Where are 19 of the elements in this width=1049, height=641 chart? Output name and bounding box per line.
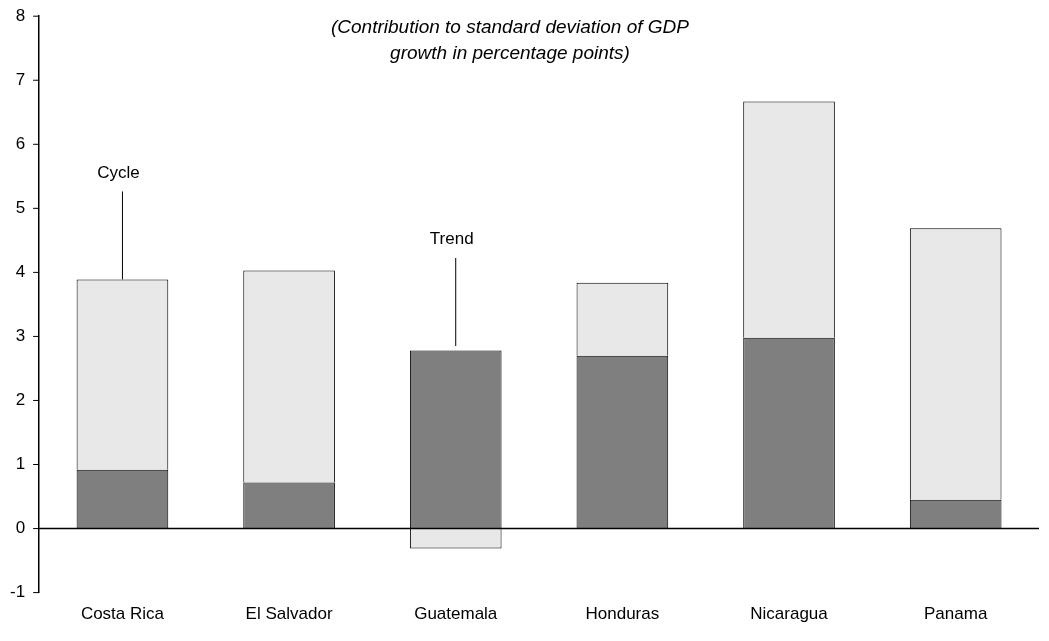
y-tick-label: 3 bbox=[15, 326, 26, 346]
y-tick-label: 2 bbox=[15, 390, 26, 410]
annotation: Cycle bbox=[97, 162, 140, 182]
x-tick-label: Costa Rica bbox=[80, 604, 165, 624]
y-tick-label: 4 bbox=[15, 262, 26, 282]
x-tick-label: Honduras bbox=[585, 604, 660, 624]
y-tick-label: 5 bbox=[15, 198, 26, 218]
x-tick-label: El Salvador bbox=[245, 604, 333, 624]
x-tick-label: Nicaragua bbox=[750, 604, 829, 624]
y-tick-label: 1 bbox=[15, 454, 26, 474]
annotation: Trend bbox=[429, 229, 474, 249]
x-tick-label: Panama bbox=[924, 604, 988, 624]
x-tick-label: Guatemala bbox=[414, 604, 498, 624]
y-tick-label: -1 bbox=[9, 582, 26, 602]
y-tick-label: 6 bbox=[15, 133, 26, 153]
text: (Contribution to standard deviation of GDP growth in percentage points) bbox=[330, 15, 690, 65]
y-tick-label: 0 bbox=[15, 518, 26, 538]
y-tick-label: 7 bbox=[15, 69, 26, 89]
y-tick-label: 8 bbox=[15, 5, 26, 25]
